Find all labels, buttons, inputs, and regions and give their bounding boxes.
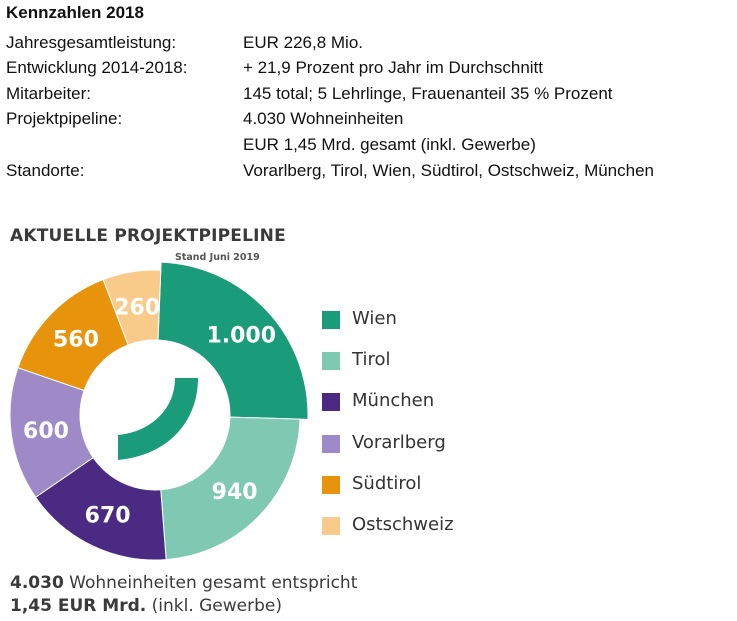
kennzahlen-value: EUR 1,45 Mrd. gesamt (inkl. Gewerbe)	[243, 135, 536, 154]
slice-value-label: 670	[85, 503, 131, 528]
kennzahlen-value: Vorarlberg, Tirol, Wien, Südtirol, Ostsc…	[243, 161, 654, 180]
legend-label: Ostschweiz	[352, 513, 454, 535]
slice-value-label: 1.000	[206, 323, 276, 348]
kennzahlen-value: 145 total; 5 Lehrlinge, Frauenanteil 35 …	[243, 84, 613, 103]
donut-slice-ostschweiz	[102, 269, 162, 346]
legend-swatch	[322, 311, 340, 329]
slice-value-label: 940	[212, 480, 258, 505]
legend-swatch	[322, 393, 340, 412]
slice-value-label: 600	[23, 419, 69, 444]
footer-volume-total: 1,45 EUR Mrd.	[10, 596, 147, 616]
legend-label: Vorarlberg	[352, 431, 446, 453]
kennzahlen-label: Jahresgesamtleistung:	[6, 33, 177, 52]
legend-swatch	[322, 434, 340, 453]
kennzahlen-label: Standorte:	[6, 161, 85, 180]
footer-line-2: 1,45 EUR Mrd. (inkl. Gewerbe)	[10, 596, 282, 616]
legend-swatch	[322, 475, 340, 494]
slice-value-label: 560	[53, 328, 99, 353]
donut-slice-tirol	[160, 416, 301, 561]
chart-subtitle: Stand Juni 2019	[175, 252, 260, 263]
footer-line-1: 4.030 Wohneinheiten gesamt entspricht	[10, 573, 357, 593]
footer-units-total: 4.030	[10, 573, 64, 593]
kennzahlen-value: 4.030 Wohneinheiten	[243, 109, 404, 128]
kennzahlen-title: Kennzahlen 2018	[6, 3, 144, 22]
legend-label: Südtirol	[352, 472, 422, 494]
kennzahlen-label: Mitarbeiter:	[6, 84, 92, 103]
kennzahlen-label: Entwicklung 2014-2018:	[6, 58, 188, 77]
legend-label: Wien	[352, 308, 397, 329]
kennzahlen-label: Projektpipeline:	[6, 109, 123, 128]
kennzahlen-value: + 21,9 Prozent pro Jahr im Durchschnitt	[243, 58, 543, 77]
legend-label: Tirol	[352, 349, 391, 371]
footer-units-text: Wohneinheiten gesamt entspricht	[63, 573, 358, 593]
legend-swatch	[322, 352, 340, 371]
kennzahlen-value: EUR 226,8 Mio.	[243, 33, 363, 52]
legend-label: München	[352, 390, 435, 412]
donut-slice-münchen	[34, 456, 167, 561]
slice-value-label: 260	[114, 295, 160, 320]
donut-chart: 1.000 940 670 600 560 260	[9, 261, 309, 561]
donut-slice-wien	[157, 261, 309, 420]
legend-swatch	[322, 516, 340, 535]
footer-volume-text: (inkl. Gewerbe)	[146, 596, 282, 616]
center-logo-icon	[118, 378, 198, 460]
chart-title: AKTUELLE PROJEKTPIPELINE	[10, 226, 286, 246]
